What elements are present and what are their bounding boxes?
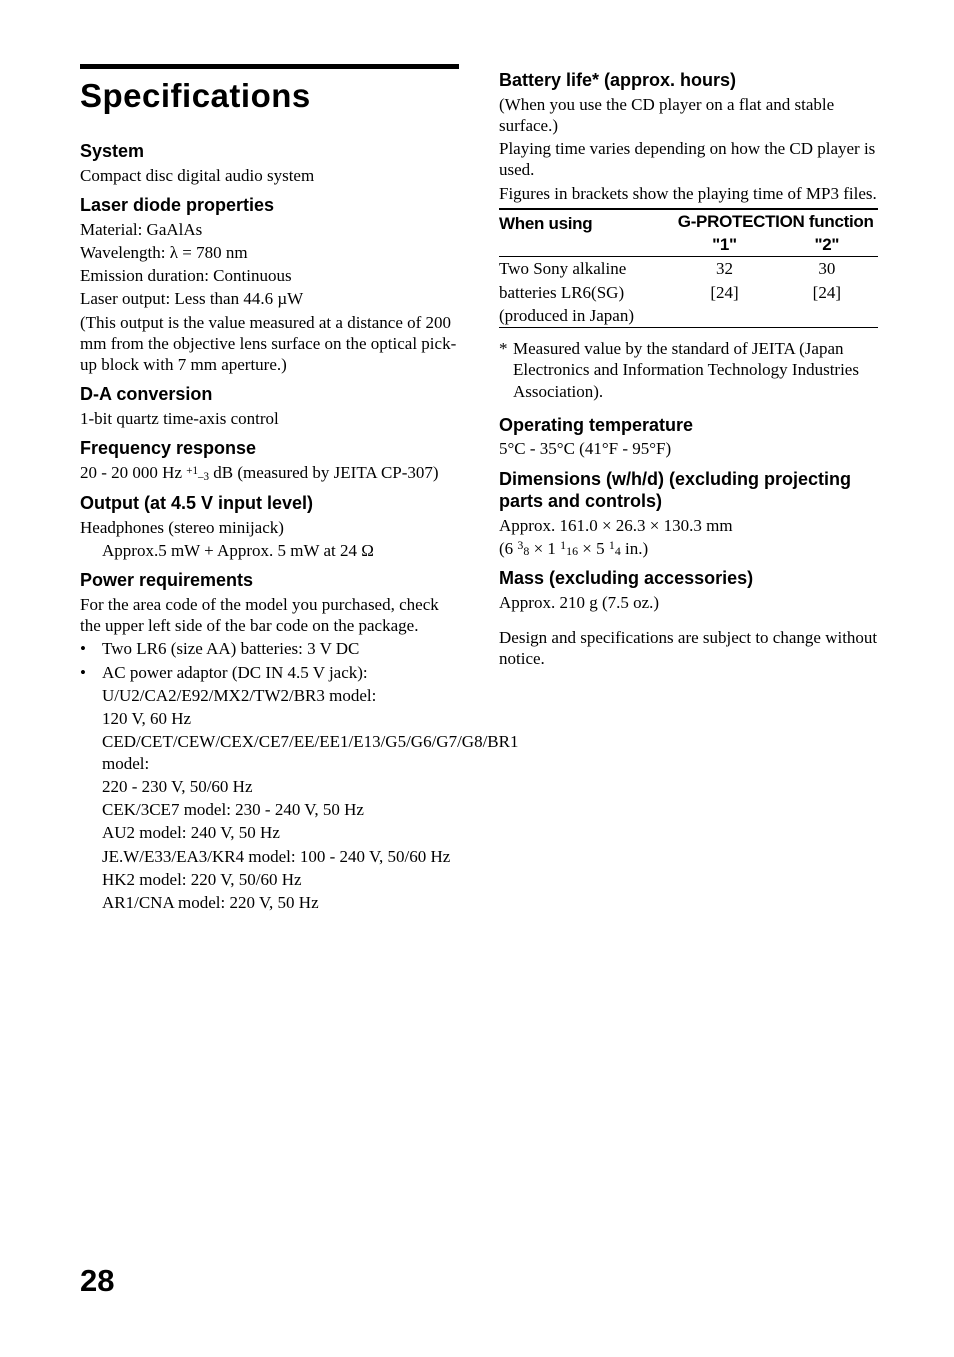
text: JE.W/E33/EA3/KR4 model: 100 - 240 V, 50/…	[102, 846, 518, 867]
text: Figures in brackets show the playing tim…	[499, 183, 878, 204]
th-when-using: When using	[499, 209, 673, 257]
text: Material: GaAlAs	[80, 219, 459, 240]
t: (6	[499, 539, 517, 558]
battery-table: When using G-PROTECTION function "1" "2"…	[499, 208, 878, 328]
heading-system: System	[80, 140, 459, 163]
text: For the area code of the model you purch…	[80, 594, 459, 637]
text: Wavelength: λ = 780 nm	[80, 242, 459, 263]
title-rule	[80, 64, 459, 69]
text: Playing time varies depending on how the…	[499, 138, 878, 181]
text: (6 3/8 × 1 1/16 × 5 1/4 in.)	[499, 538, 878, 559]
text: Two LR6 (size AA) batteries: 3 V DC	[102, 638, 359, 659]
cell: 32	[673, 257, 775, 281]
cell: [24]	[776, 281, 878, 304]
section-optemp: Operating temperature 5°C - 35°C (41°F -…	[499, 414, 878, 460]
section-laser: Laser diode properties Material: GaAlAs …	[80, 194, 459, 375]
text: Compact disc digital audio system	[80, 165, 459, 186]
t: × 5	[578, 539, 609, 558]
t: in.)	[621, 539, 648, 558]
text: Headphones (stereo minijack)	[80, 517, 459, 538]
asterisk: *	[499, 338, 513, 402]
heading-dimensions: Dimensions (w/h/d) (excluding projecting…	[499, 468, 878, 513]
heading-optemp: Operating temperature	[499, 414, 878, 437]
text: Emission duration: Continuous	[80, 265, 459, 286]
right-column: Battery life* (approx. hours) (When you …	[499, 64, 878, 923]
cell: [24]	[673, 281, 775, 304]
section-da: D-A conversion 1-bit quartz time-axis co…	[80, 383, 459, 429]
text: dB (measured by JEITA CP-307)	[209, 463, 439, 482]
text: 5°C - 35°C (41°F - 95°F)	[499, 438, 878, 459]
text: Approx. 161.0 × 26.3 × 130.3 mm	[499, 515, 878, 536]
heading-freq: Frequency response	[80, 437, 459, 460]
text: CEK/3CE7 model: 230 - 240 V, 50 Hz	[102, 799, 518, 820]
fraction: 1/16	[560, 539, 578, 558]
superscript: +1	[186, 465, 198, 477]
text: Laser output: Less than 44.6 µW	[80, 288, 459, 309]
t: × 1	[529, 539, 560, 558]
bullet-item: • AC power adaptor (DC IN 4.5 V jack): U…	[80, 662, 459, 916]
text: Approx. 210 g (7.5 oz.)	[499, 592, 878, 613]
heading-laser: Laser diode properties	[80, 194, 459, 217]
cell: Two Sony alkaline	[499, 257, 673, 281]
text: AU2 model: 240 V, 50 Hz	[102, 822, 518, 843]
denominator: 16	[566, 544, 578, 558]
bullet-item: • Two LR6 (size AA) batteries: 3 V DC	[80, 638, 459, 661]
text: 120 V, 60 Hz	[102, 708, 518, 729]
text: (This output is the value measured at a …	[80, 312, 459, 376]
cell: batteries LR6(SG)	[499, 281, 673, 304]
heading-da: D-A conversion	[80, 383, 459, 406]
text: 20 - 20 000 Hz +1–3 dB (measured by JEIT…	[80, 462, 459, 485]
text: AR1/CNA model: 220 V, 50 Hz	[102, 892, 518, 913]
text: CED/CET/CEW/CEX/CE7/EE/EE1/E13/G5/G6/G7/…	[102, 731, 518, 774]
heading-power: Power requirements	[80, 569, 459, 592]
text: Measured value by the standard of JEITA …	[513, 338, 878, 402]
two-column-layout: Specifications System Compact disc digit…	[80, 64, 878, 923]
text: HK2 model: 220 V, 50/60 Hz	[102, 869, 518, 890]
bullet-dot: •	[80, 638, 102, 661]
section-mass: Mass (excluding accessories) Approx. 210…	[499, 567, 878, 613]
page-title: Specifications	[80, 75, 459, 116]
cell: 30	[776, 257, 878, 281]
text: 20 - 20 000 Hz	[80, 463, 186, 482]
section-power: Power requirements For the area code of …	[80, 569, 459, 915]
section-system: System Compact disc digital audio system	[80, 140, 459, 186]
section-battery: Battery life* (approx. hours) (When you …	[499, 69, 878, 402]
subscript: –3	[198, 471, 209, 483]
page-number: 28	[80, 1262, 114, 1301]
text: 220 - 230 V, 50/60 Hz	[102, 776, 518, 797]
th-mode-2: "2"	[776, 233, 878, 257]
fraction: 1/4	[609, 539, 621, 558]
text: 1-bit quartz time-axis control	[80, 408, 459, 429]
th-mode-1: "1"	[673, 233, 775, 257]
fraction: 3/8	[517, 539, 529, 558]
text: U/U2/CA2/E92/MX2/TW2/BR3 model:	[102, 685, 518, 706]
left-column: Specifications System Compact disc digit…	[80, 64, 459, 923]
text: Approx.5 mW + Approx. 5 mW at 24 Ω	[102, 540, 459, 561]
section-dimensions: Dimensions (w/h/d) (excluding projecting…	[499, 468, 878, 560]
heading-battery: Battery life* (approx. hours)	[499, 69, 878, 92]
footnote: * Measured value by the standard of JEIT…	[499, 338, 878, 402]
section-output: Output (at 4.5 V input level) Headphones…	[80, 492, 459, 561]
th-gprotection: G-PROTECTION function	[673, 209, 878, 233]
heading-output: Output (at 4.5 V input level)	[80, 492, 459, 515]
notice-text: Design and specifications are subject to…	[499, 627, 878, 670]
heading-mass: Mass (excluding accessories)	[499, 567, 878, 590]
text: AC power adaptor (DC IN 4.5 V jack):	[102, 662, 518, 683]
text: (When you use the CD player on a flat an…	[499, 94, 878, 137]
cell: (produced in Japan)	[499, 304, 673, 328]
section-freq: Frequency response 20 - 20 000 Hz +1–3 d…	[80, 437, 459, 484]
bullet-dot: •	[80, 662, 102, 916]
